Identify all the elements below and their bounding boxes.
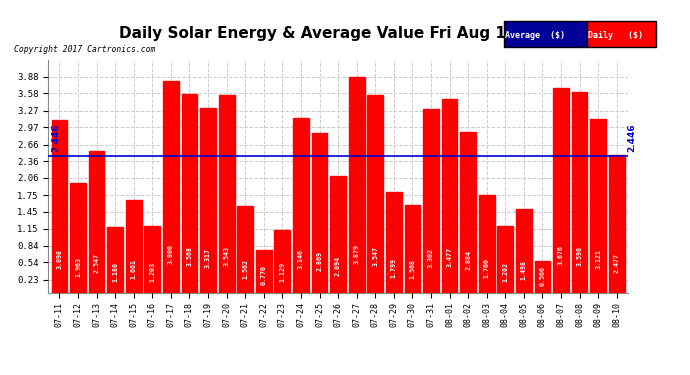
Text: 1.498: 1.498: [521, 260, 527, 280]
Text: 3.568: 3.568: [186, 246, 193, 266]
Bar: [553, 88, 569, 292]
Text: 3.879: 3.879: [354, 244, 359, 264]
Bar: [516, 209, 532, 292]
Bar: [423, 109, 439, 292]
Text: 1.129: 1.129: [279, 262, 286, 282]
Bar: [52, 120, 68, 292]
Text: 1.202: 1.202: [502, 262, 509, 282]
Bar: [126, 200, 141, 292]
Text: 3.676: 3.676: [558, 245, 564, 265]
Text: Daily   ($): Daily ($): [588, 31, 643, 40]
Text: 3.547: 3.547: [372, 246, 378, 266]
Text: Average  ($): Average ($): [505, 31, 565, 40]
Bar: [237, 206, 253, 292]
Bar: [460, 132, 476, 292]
Bar: [107, 227, 123, 292]
Bar: [367, 95, 383, 292]
Text: 1.661: 1.661: [130, 259, 137, 279]
Text: 2.869: 2.869: [317, 251, 322, 271]
Bar: [386, 192, 402, 292]
Text: 3.098: 3.098: [57, 249, 63, 269]
Bar: [497, 226, 513, 292]
Bar: [331, 176, 346, 292]
Bar: [275, 230, 290, 292]
Text: 3.146: 3.146: [298, 249, 304, 269]
Text: Copyright 2017 Cartronics.com: Copyright 2017 Cartronics.com: [14, 45, 155, 54]
Text: 1.203: 1.203: [149, 262, 155, 282]
Text: 1.963: 1.963: [75, 256, 81, 277]
Text: 0.566: 0.566: [540, 266, 546, 286]
Bar: [442, 99, 457, 292]
Text: 2.547: 2.547: [94, 253, 99, 273]
Text: 2.884: 2.884: [465, 251, 471, 270]
Text: 3.302: 3.302: [428, 248, 434, 268]
Bar: [200, 108, 216, 292]
Bar: [312, 133, 328, 292]
Text: 2.446: 2.446: [51, 123, 60, 152]
Text: 1.799: 1.799: [391, 258, 397, 278]
Text: 2.446: 2.446: [627, 123, 636, 152]
Text: 2.477: 2.477: [613, 253, 620, 273]
Text: 1.760: 1.760: [484, 258, 490, 278]
Bar: [163, 81, 179, 292]
Text: 1.180: 1.180: [112, 262, 118, 282]
Text: 1.568: 1.568: [409, 259, 415, 279]
Bar: [181, 94, 197, 292]
Text: 2.094: 2.094: [335, 256, 341, 276]
Text: 3.477: 3.477: [446, 246, 453, 267]
Bar: [572, 93, 587, 292]
Bar: [219, 95, 235, 292]
Bar: [479, 195, 495, 292]
Bar: [89, 151, 104, 292]
Text: 0.770: 0.770: [261, 265, 267, 285]
Text: 3.317: 3.317: [205, 248, 211, 268]
Text: 1.562: 1.562: [242, 259, 248, 279]
Bar: [535, 261, 551, 292]
Text: Daily Solar Energy & Average Value Fri Aug 11 19:56: Daily Solar Energy & Average Value Fri A…: [119, 26, 571, 41]
Text: 3.800: 3.800: [168, 244, 174, 264]
Bar: [256, 250, 272, 292]
Bar: [293, 117, 309, 292]
Bar: [404, 205, 420, 292]
Bar: [609, 155, 624, 292]
Bar: [70, 183, 86, 292]
Text: 3.596: 3.596: [577, 246, 582, 266]
Text: 3.543: 3.543: [224, 246, 230, 266]
Bar: [590, 119, 606, 292]
Bar: [144, 226, 160, 292]
Text: 3.121: 3.121: [595, 249, 601, 269]
Bar: [348, 77, 364, 292]
